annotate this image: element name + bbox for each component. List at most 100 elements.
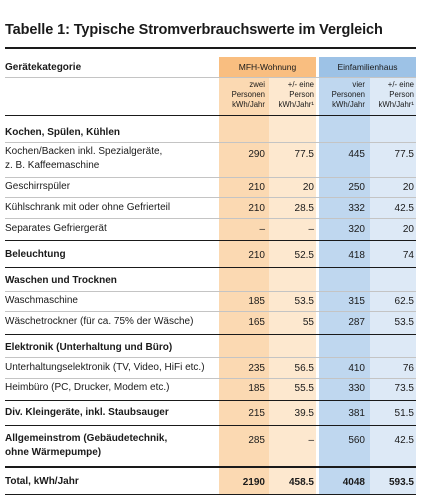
cell-efh-per-person: 53.5	[394, 317, 414, 328]
row-label: Wäschetrockner (für ca. 75% der Wäsche)	[5, 316, 194, 327]
cell-efh-per-person: 51.5	[394, 408, 414, 419]
efh-column-1-background	[319, 57, 370, 495]
cell-efh-per-person: 42.5	[394, 435, 414, 446]
cell-efh-persons: 320	[348, 224, 365, 235]
header-divider	[5, 77, 416, 78]
cell-efh-per-person: 73.5	[394, 383, 414, 394]
cell-efh-persons: 418	[348, 250, 365, 261]
cell-mfh-persons: 185	[248, 383, 265, 394]
section-rule	[5, 240, 416, 241]
group-header-efh: Einfamilienhaus	[319, 57, 416, 77]
row-label: Waschen und Trocknen	[5, 275, 117, 286]
subheader-line: zwei	[249, 80, 265, 89]
cell-efh-persons: 330	[348, 383, 365, 394]
total-efh-per-person: 593.5	[388, 477, 414, 488]
cell-efh-persons: 250	[348, 182, 365, 193]
subheader-efh-persons: vier Personen kWh/Jahr	[321, 80, 365, 110]
cell-efh-persons: 332	[348, 203, 365, 214]
header-bottom-rule	[5, 115, 416, 116]
mfh-column-2-background	[269, 57, 316, 495]
row-label-continuation: ohne Wärmepumpe)	[5, 447, 102, 458]
row-label-continuation: z. B. Kaffeemaschine	[5, 160, 100, 171]
mfh-column-1-background	[219, 57, 269, 495]
row-label: Kochen, Spülen, Kühlen	[5, 127, 121, 138]
cell-mfh-per-person: 20	[302, 182, 314, 193]
subheader-mfh-persons: zwei Personen kWh/Jahr	[221, 80, 265, 110]
cell-mfh-persons: 215	[248, 408, 265, 419]
cell-mfh-persons: 185	[248, 296, 265, 307]
subheader-line: vier	[352, 80, 365, 89]
row-divider	[5, 291, 416, 292]
row-divider	[5, 177, 416, 178]
row-divider	[5, 311, 416, 312]
row-label: Heimbüro (PC, Drucker, Modem etc.)	[5, 382, 170, 393]
category-column-header: Gerätekategorie	[5, 62, 82, 73]
cell-mfh-persons: 210	[248, 250, 265, 261]
cell-mfh-per-person: 28.5	[294, 203, 314, 214]
cell-efh-per-person: 20	[402, 182, 414, 193]
row-divider	[5, 357, 416, 358]
section-rule	[5, 425, 416, 426]
subheader-line: Person	[389, 90, 414, 99]
subheader-line: kWh/Jahr¹	[378, 100, 414, 109]
cell-mfh-persons: 210	[248, 203, 265, 214]
row-label: Unterhaltungselektronik (TV, Video, HiFi…	[5, 362, 205, 373]
row-label: Waschmaschine	[5, 295, 78, 306]
group-header-mfh: MFH-Wohnung	[219, 57, 316, 77]
total-mfh-per-person: 458.5	[288, 477, 314, 488]
cell-mfh-per-person: 56.5	[294, 363, 314, 374]
title-rule	[5, 47, 416, 49]
cell-mfh-per-person: 39.5	[294, 408, 314, 419]
cell-mfh-per-person: 52.5	[294, 250, 314, 261]
cell-efh-persons: 410	[348, 363, 365, 374]
cell-mfh-per-person: 55	[302, 317, 314, 328]
cell-efh-per-person: 74	[402, 250, 414, 261]
cell-mfh-persons: 290	[248, 149, 265, 160]
efh-column-2-background	[370, 57, 416, 495]
total-mfh-persons: 2190	[242, 477, 265, 488]
cell-efh-per-person: 76	[402, 363, 414, 374]
row-label: Separates Gefriergerät	[5, 223, 107, 234]
cell-efh-per-person: 20	[402, 224, 414, 235]
row-label: Kochen/Backen inkl. Spezialgeräte,	[5, 146, 163, 157]
row-label: Kühlschrank mit oder ohne Gefrierteil	[5, 202, 171, 213]
cell-efh-persons: 287	[348, 317, 365, 328]
cell-mfh-per-person: 77.5	[294, 149, 314, 160]
cell-mfh-persons: 210	[248, 182, 265, 193]
row-divider	[5, 142, 416, 143]
row-label: Allgemeinstrom (Gebäudetechnik,	[5, 433, 168, 444]
cell-mfh-per-person: 53.5	[294, 296, 314, 307]
section-rule	[5, 334, 416, 335]
row-divider	[5, 197, 416, 198]
total-efh-persons: 4048	[342, 477, 365, 488]
subheader-line: kWh/Jahr¹	[278, 100, 314, 109]
row-label: Geschirrspüler	[5, 181, 71, 192]
table-title: Tabelle 1: Typische Stromverbrauchswerte…	[5, 22, 383, 38]
cell-mfh-persons: 235	[248, 363, 265, 374]
row-label: Beleuchtung	[5, 249, 66, 260]
subheader-line: kWh/Jahr	[232, 100, 265, 109]
subheader-line: kWh/Jahr	[332, 100, 365, 109]
row-label: Div. Kleingeräte, inkl. Staubsauger	[5, 407, 169, 418]
cell-mfh-persons: 165	[248, 317, 265, 328]
cell-mfh-persons: –	[259, 224, 265, 235]
cell-efh-persons: 315	[348, 296, 365, 307]
subheader-line: Personen	[331, 90, 365, 99]
cell-efh-per-person: 42.5	[394, 203, 414, 214]
row-divider	[5, 218, 416, 219]
cell-mfh-per-person: –	[308, 224, 314, 235]
total-rule	[5, 466, 416, 468]
row-divider	[5, 378, 416, 379]
cell-mfh-per-person: –	[308, 435, 314, 446]
subheader-mfh-per-person: +/- eine Person kWh/Jahr¹	[270, 80, 314, 110]
row-label-total: Total, kWh/Jahr	[5, 476, 79, 487]
cell-efh-persons: 381	[348, 408, 365, 419]
section-rule	[5, 267, 416, 268]
cell-mfh-per-person: 55.5	[294, 383, 314, 394]
subheader-efh-per-person: +/- eine Person kWh/Jahr¹	[371, 80, 414, 110]
row-label: Elektronik (Unterhaltung und Büro)	[5, 342, 173, 353]
cell-mfh-persons: 285	[248, 435, 265, 446]
bottom-rule	[5, 494, 416, 495]
subheader-line: +/- eine	[387, 80, 414, 89]
cell-efh-persons: 445	[348, 149, 365, 160]
